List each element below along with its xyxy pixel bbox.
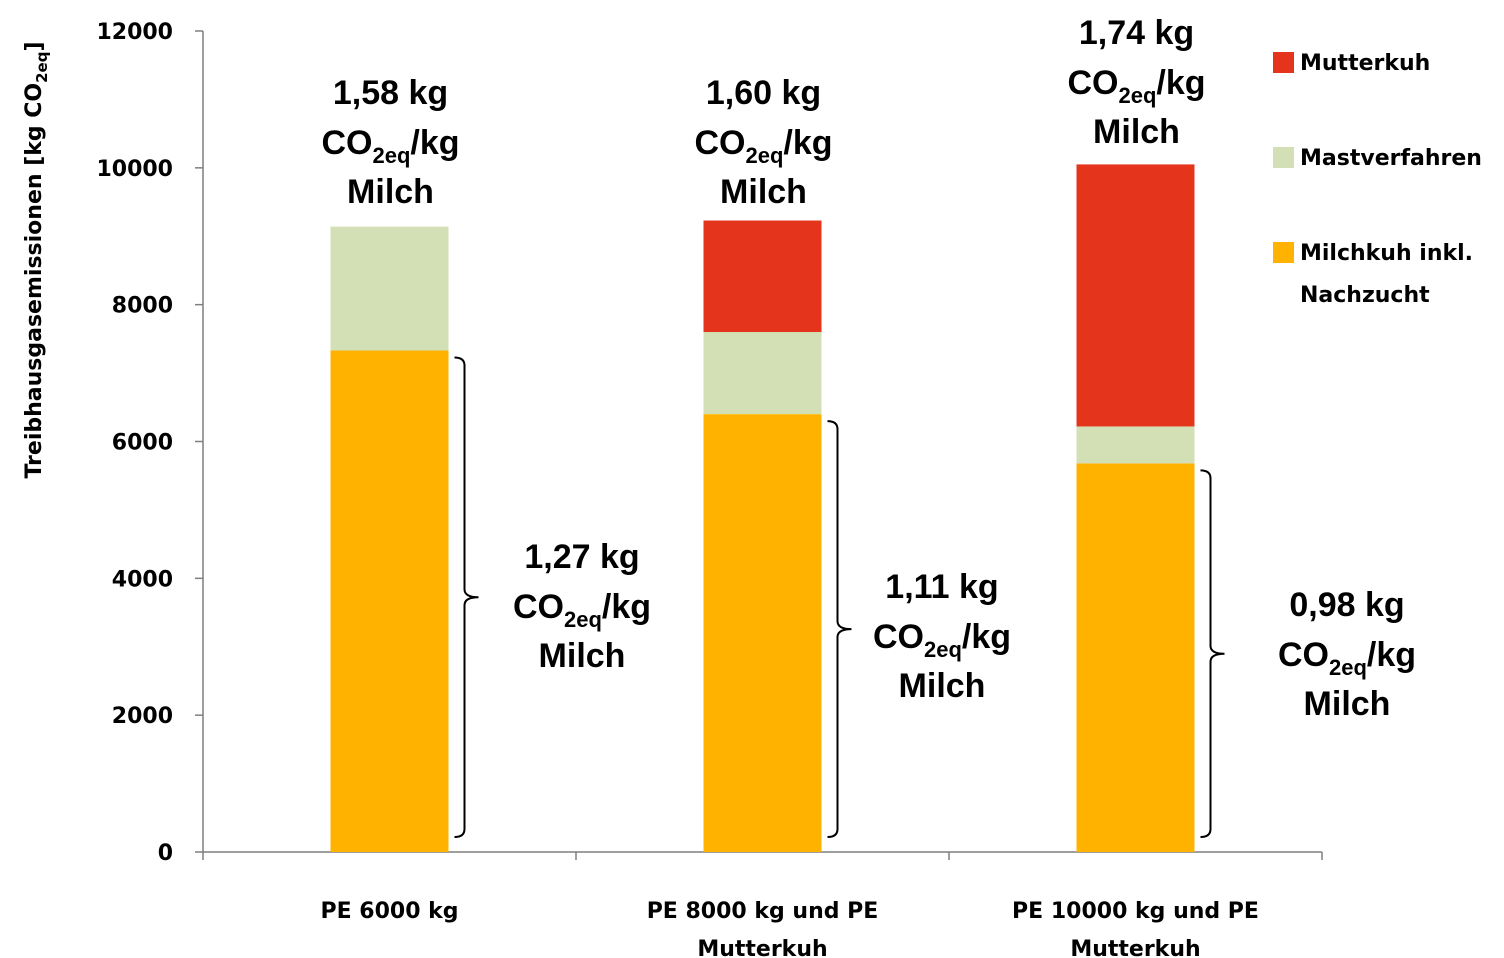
x-tick-label: PE 8000 kg und PE Mutterkuh — [647, 899, 879, 958]
unit-per-kg: /kg — [602, 588, 651, 626]
braces — [454, 356, 1225, 838]
total-label-product: Milch — [720, 173, 807, 211]
milchkuh-label-product: Milch — [899, 667, 986, 705]
x-tick-label: PE 6000 kg — [320, 899, 458, 924]
legend-item: Mastverfahren — [1273, 146, 1482, 171]
bar-mastverfahren — [1076, 426, 1195, 464]
y-tick-label: 2000 — [112, 704, 173, 729]
y-tick-label: 4000 — [112, 567, 173, 592]
unit-sub: 2eq — [1329, 655, 1367, 680]
unit-sub: 2eq — [1118, 83, 1156, 108]
legend-swatch — [1273, 242, 1294, 263]
legend-label: Mastverfahren — [1300, 146, 1482, 171]
milchkuh-label: 1,27 kg CO2eq/kg Milch — [513, 538, 651, 675]
unit-co: CO — [694, 124, 745, 162]
curly-brace — [1200, 469, 1225, 838]
milchkuh-label: 1,11 kg CO2eq/kg Milch — [873, 568, 1011, 705]
legend-label-line: Mutterkuh — [1300, 51, 1430, 76]
curly-brace — [827, 420, 852, 838]
total-label-product: Milch — [1093, 113, 1180, 151]
legend-swatch — [1273, 52, 1294, 73]
total-label: 1,74 kg CO2eq/kg Milch — [1067, 14, 1205, 151]
bar-mastverfahren — [703, 332, 822, 415]
milchkuh-label-unit: CO2eq/kg — [1278, 636, 1416, 680]
total-label-value: 1,74 kg — [1079, 14, 1194, 52]
legend-label-line: Milchkuh inkl. — [1300, 241, 1473, 266]
y-axis-title-sub: 2eq — [33, 52, 51, 83]
unit-sub: 2eq — [372, 143, 410, 168]
bar-mutterkuh — [1076, 164, 1195, 427]
total-label-product: Milch — [347, 173, 434, 211]
milchkuh-label-value: 0,98 kg — [1289, 586, 1404, 624]
legend-item: Mutterkuh — [1273, 51, 1430, 76]
total-label-unit: CO2eq/kg — [1067, 64, 1205, 108]
unit-per-kg: /kg — [1367, 636, 1416, 674]
x-tick-label: PE 10000 kg und PE Mutterkuh — [1012, 899, 1259, 958]
unit-co: CO — [1278, 636, 1329, 674]
y-tick-label: 6000 — [112, 431, 173, 456]
y-tick-label: 0 — [158, 841, 173, 866]
bar-milchkuh-inkl-nachzucht — [703, 414, 822, 852]
unit-per-kg: /kg — [783, 124, 832, 162]
milchkuh-label-product: Milch — [539, 637, 626, 675]
axes: 0 2000 4000 6000 8000 10000 12000 PE 6000 kg PE … — [22, 20, 1323, 958]
x-tick-label-line: PE 8000 kg und PE — [647, 899, 879, 924]
unit-co: CO — [1067, 64, 1118, 102]
milchkuh-label-value: 1,11 kg — [885, 568, 998, 606]
bar-milchkuh-inkl-nachzucht — [1076, 463, 1195, 852]
y-tick-label: 10000 — [96, 157, 173, 182]
unit-co: CO — [873, 618, 924, 656]
y-axis-title: Treibhausgasemissionen [kg CO2eq] — [22, 41, 51, 478]
curly-brace — [454, 356, 479, 838]
bar-milchkuh-inkl-nachzucht — [330, 350, 449, 852]
milchkuh-label-unit: CO2eq/kg — [513, 588, 651, 632]
milchkuh-label: 0,98 kg CO2eq/kg Milch — [1278, 586, 1416, 723]
bar-mutterkuh — [703, 220, 822, 333]
unit-per-kg: /kg — [962, 618, 1011, 656]
total-label-unit: CO2eq/kg — [321, 124, 459, 168]
legend-label: Mutterkuh — [1300, 51, 1430, 76]
unit-co: CO — [321, 124, 372, 162]
unit-sub: 2eq — [564, 607, 602, 632]
milchkuh-label-unit: CO2eq/kg — [873, 618, 1011, 662]
unit-co: CO — [513, 588, 564, 626]
legend-label-line: Mastverfahren — [1300, 146, 1482, 171]
legend-label: Milchkuh inkl. Nachzucht — [1300, 241, 1473, 308]
y-tick-label: 8000 — [112, 294, 173, 319]
total-label: 1,60 kg CO2eq/kg Milch — [694, 74, 832, 211]
y-axis-title-main: Treibhausgasemissionen [kg CO — [22, 83, 47, 479]
y-axis-title-end: ] — [22, 41, 47, 51]
x-tick-label-line: Mutterkuh — [697, 937, 827, 958]
legend-item: Milchkuh inkl. Nachzucht — [1273, 241, 1473, 308]
bar-mastverfahren — [330, 226, 449, 351]
total-label: 1,58 kg CO2eq/kg Milch — [321, 74, 459, 211]
x-tick-label-line: Mutterkuh — [1070, 937, 1200, 958]
total-label-value: 1,58 kg — [333, 74, 448, 112]
unit-per-kg: /kg — [1156, 64, 1205, 102]
y-tick-label: 12000 — [96, 20, 173, 45]
unit-sub: 2eq — [924, 637, 962, 662]
legend-label-line: Nachzucht — [1300, 283, 1430, 308]
total-label-unit: CO2eq/kg — [694, 124, 832, 168]
legend-swatch — [1273, 147, 1294, 168]
unit-per-kg: /kg — [410, 124, 459, 162]
milchkuh-label-value: 1,27 kg — [524, 538, 639, 576]
milchkuh-label-product: Milch — [1304, 685, 1391, 723]
x-tick-label-line: PE 6000 kg — [320, 899, 458, 924]
total-label-value: 1,60 kg — [706, 74, 821, 112]
x-tick-label-line: PE 10000 kg und PE — [1012, 899, 1259, 924]
bars — [330, 164, 1195, 852]
unit-sub: 2eq — [745, 143, 783, 168]
legend: Mutterkuh Mastverfahren Milchkuh inkl. Nach… — [1273, 51, 1482, 308]
